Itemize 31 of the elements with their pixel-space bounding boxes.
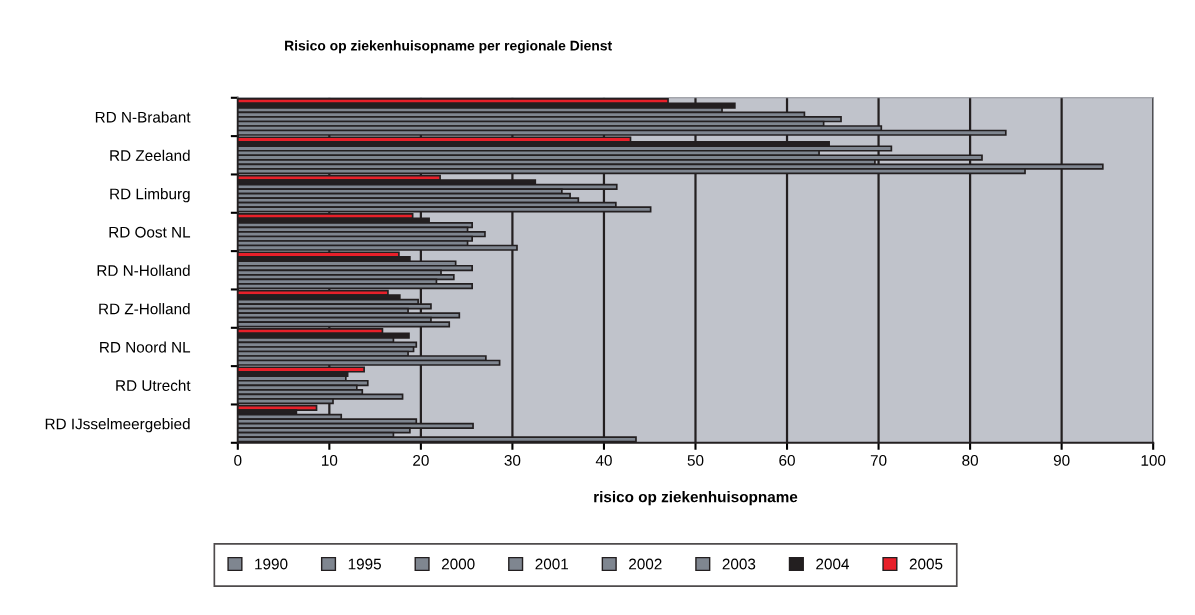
bar bbox=[237, 393, 404, 400]
legend-label: 2005 bbox=[909, 558, 943, 570]
legend-label: 2001 bbox=[535, 558, 568, 570]
x-tick-label: 80 bbox=[962, 455, 978, 466]
y-tick-label: RD N-Brabant bbox=[95, 111, 191, 123]
y-tick-label: RD Oost NL bbox=[109, 226, 191, 238]
y-tick-label: RD Z-Holland bbox=[99, 303, 190, 315]
x-tick-label: 90 bbox=[1053, 455, 1070, 466]
x-tick-label: 0 bbox=[234, 455, 242, 466]
y-tick-label: RD Utrecht bbox=[116, 379, 191, 391]
x-tick-label: 70 bbox=[870, 455, 887, 466]
legend-label: 2003 bbox=[722, 558, 756, 570]
y-tick-label: RD N-Holland bbox=[97, 264, 190, 276]
y-tick-label: RD Noord NL bbox=[100, 341, 191, 353]
x-tick-label: 100 bbox=[1141, 455, 1166, 466]
x-tick-label: 20 bbox=[413, 455, 429, 466]
legend-label: 1995 bbox=[348, 558, 381, 570]
x-axis-title: risico op ziekenhuisopname bbox=[594, 491, 798, 506]
legend-label: 2002 bbox=[629, 558, 662, 570]
x-tick-label: 10 bbox=[322, 455, 338, 466]
legend-label: 2000 bbox=[441, 558, 475, 570]
chart-title: Risico op ziekenhuisopname per regionale Dienst bbox=[285, 40, 612, 54]
x-tick-label: 50 bbox=[687, 455, 704, 466]
legend-label: 2004 bbox=[816, 558, 849, 570]
x-tick-label: 30 bbox=[504, 455, 521, 466]
y-tick-label: RD IJsselmeergebied bbox=[45, 418, 190, 433]
legend-label: 1990 bbox=[255, 558, 288, 570]
y-tick-label: RD Limburg bbox=[110, 188, 190, 203]
y-tick-label: RD Zeeland bbox=[110, 149, 190, 161]
x-tick-label: 60 bbox=[779, 455, 795, 466]
x-tick-label: 40 bbox=[595, 455, 612, 466]
